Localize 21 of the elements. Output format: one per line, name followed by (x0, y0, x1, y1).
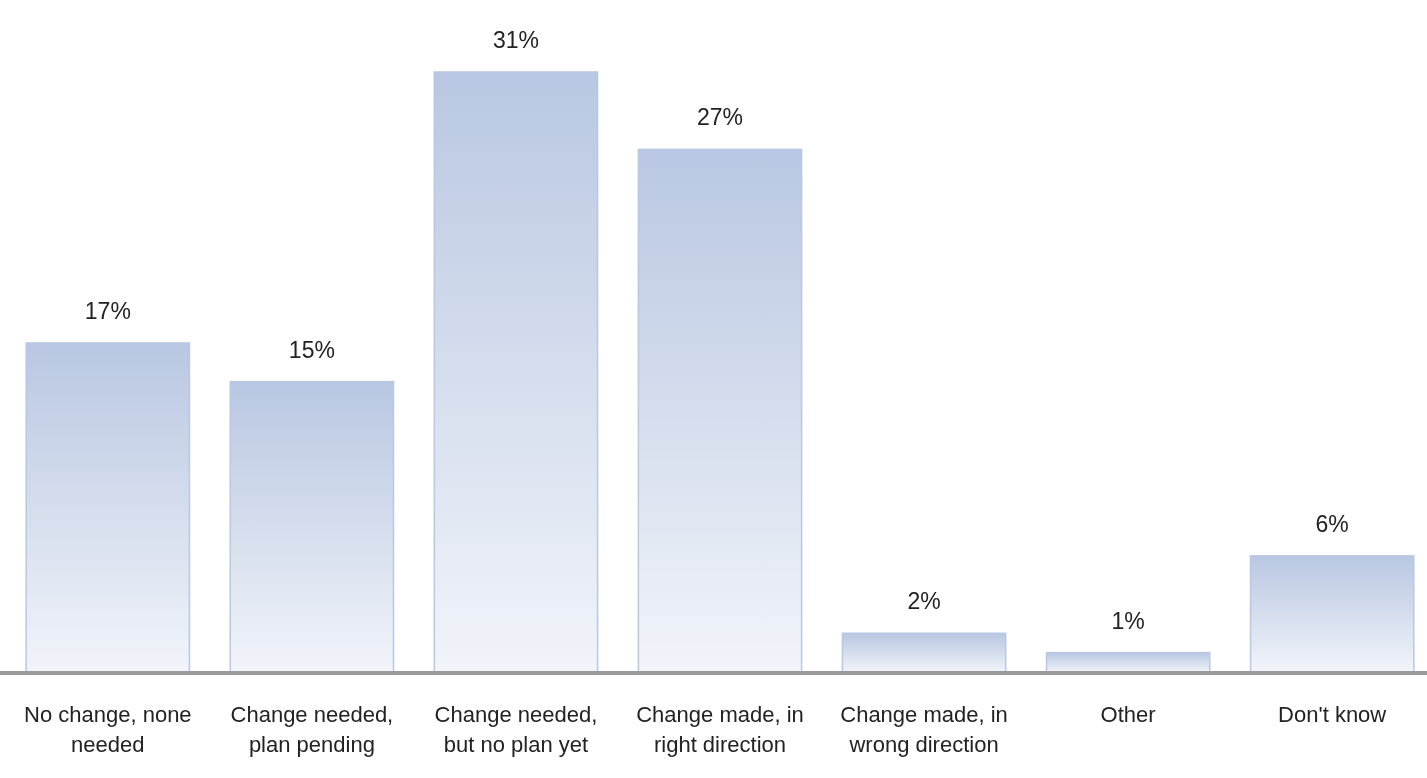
bar (1045, 651, 1211, 673)
data-label: 15% (288, 336, 335, 363)
x-tick-label: Don't know (1278, 702, 1387, 727)
data-label: 31% (492, 27, 539, 53)
bar (841, 632, 1007, 673)
data-label: 17% (84, 297, 131, 324)
x-tick-label: Change made, in right direction (636, 702, 804, 757)
bar (1249, 555, 1415, 673)
bar (433, 71, 599, 673)
x-tick-label: Other (1100, 702, 1156, 727)
x-tick-label: Change needed, plan pending (230, 702, 394, 757)
x-tick-label: Change needed, but no plan yet (434, 702, 598, 757)
data-label: 2% (907, 588, 941, 615)
bar (25, 342, 191, 673)
bar (229, 380, 395, 673)
data-label: 6% (1315, 510, 1349, 537)
data-label: 1% (1111, 607, 1145, 634)
x-tick-label: No change, none needed (24, 702, 192, 757)
data-label: 27% (696, 104, 744, 131)
bar (637, 148, 803, 673)
x-tick-label: Change made, in wrong direction (840, 702, 1008, 757)
